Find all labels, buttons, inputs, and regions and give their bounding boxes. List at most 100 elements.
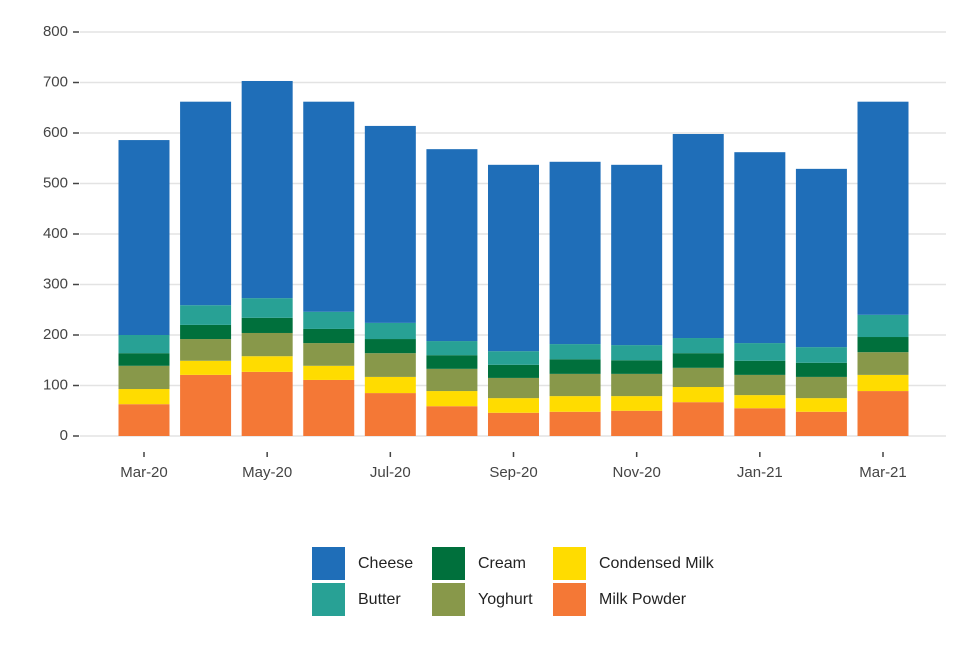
bar-segment xyxy=(303,328,355,344)
bar-segment xyxy=(734,152,786,344)
bar-segment xyxy=(611,345,663,361)
bar-segment xyxy=(364,125,416,323)
bar-segment xyxy=(180,324,232,340)
bar-segment xyxy=(303,343,355,366)
bar-segment xyxy=(857,314,909,338)
bar-segment xyxy=(549,161,601,345)
y-tick-label: 0 xyxy=(60,427,68,444)
bar-segment xyxy=(488,164,539,352)
bar-segment xyxy=(857,352,909,375)
bar-segment xyxy=(364,339,416,354)
bar-segment xyxy=(734,343,786,361)
legend-swatch xyxy=(553,583,586,616)
legend-label: Yoghurt xyxy=(478,591,533,608)
x-tick-label: Jan-21 xyxy=(737,464,783,481)
bar-segment xyxy=(241,298,293,318)
legend-label: Cheese xyxy=(358,555,413,572)
legend-swatch xyxy=(312,583,345,616)
bar-segment xyxy=(549,411,601,436)
bar-segment xyxy=(672,134,724,339)
bar-segment xyxy=(241,356,293,372)
bar-segment xyxy=(303,379,355,436)
legend-label: Butter xyxy=(358,591,401,608)
bar-segment xyxy=(857,391,909,436)
bar-segment xyxy=(426,368,478,392)
bar-segment xyxy=(611,164,663,346)
bar-segment xyxy=(672,387,724,403)
y-tick-label: 200 xyxy=(43,326,68,343)
bar-segment xyxy=(180,339,232,361)
bar-segment xyxy=(549,396,601,412)
bar-segment xyxy=(426,406,478,436)
legend-swatch xyxy=(432,547,465,580)
bar-segment xyxy=(488,412,539,436)
legend-label: Cream xyxy=(478,555,526,572)
bar-segment xyxy=(672,353,724,368)
bar-segment xyxy=(426,391,478,407)
bar-segment xyxy=(180,360,232,375)
bar-segment xyxy=(734,395,786,409)
bar-segment xyxy=(118,404,170,436)
bar-segment xyxy=(241,317,293,333)
bar-segment xyxy=(857,337,909,353)
bar-segment xyxy=(734,360,786,375)
y-tick-label: 400 xyxy=(43,225,68,242)
bar-segment xyxy=(611,410,663,436)
bar-segment xyxy=(795,411,847,436)
legend-swatch xyxy=(553,547,586,580)
bar-segment xyxy=(857,374,909,392)
bar-segment xyxy=(180,101,232,306)
x-tick-label: Mar-21 xyxy=(859,464,907,481)
bar-segment xyxy=(488,377,539,399)
y-tick-label: 100 xyxy=(43,376,68,393)
bar-segment xyxy=(118,140,170,335)
y-tick-label: 600 xyxy=(43,124,68,141)
bar-segment xyxy=(795,362,847,377)
bar-segment xyxy=(611,373,663,397)
bar-segment xyxy=(303,101,355,312)
x-tick-label: Nov-20 xyxy=(612,464,660,481)
bar-segment xyxy=(118,389,170,405)
x-tick-label: Sep-20 xyxy=(489,464,537,481)
bar-segment xyxy=(118,365,170,390)
y-tick-label: 800 xyxy=(43,23,68,40)
bar-segment xyxy=(795,168,847,348)
bar-segment xyxy=(303,365,355,380)
bar-segment xyxy=(364,376,416,394)
legend-label: Milk Powder xyxy=(599,591,687,608)
x-tick-label: May-20 xyxy=(242,464,292,481)
bar-segment xyxy=(549,373,601,397)
bar-segment xyxy=(241,371,293,436)
y-tick-label: 500 xyxy=(43,174,68,191)
bar-segment xyxy=(426,341,478,356)
bar-segment xyxy=(241,80,293,299)
x-tick-label: Mar-20 xyxy=(120,464,168,481)
bar-segment xyxy=(364,322,416,340)
bar-segment xyxy=(488,351,539,365)
bar-segment xyxy=(611,360,663,374)
bar-segment xyxy=(180,305,232,325)
bar-segment xyxy=(857,101,909,315)
bar-segment xyxy=(488,364,539,378)
bar-segment xyxy=(734,408,786,436)
bar-segment xyxy=(672,402,724,436)
bar-segment xyxy=(364,393,416,436)
bar-segment xyxy=(795,347,847,363)
bar-segment xyxy=(795,398,847,412)
bar-segment xyxy=(118,353,170,366)
legend-label: Condensed Milk xyxy=(599,555,715,572)
x-tick-label: Jul-20 xyxy=(370,464,411,481)
legend-swatch xyxy=(312,547,345,580)
bar-segment xyxy=(549,359,601,374)
bar-segment xyxy=(303,311,355,329)
bar-segment xyxy=(426,355,478,369)
bar-segment xyxy=(672,338,724,354)
bar-segment xyxy=(549,344,601,360)
legend-swatch xyxy=(432,583,465,616)
bar-segment xyxy=(118,335,170,354)
bar-segment xyxy=(364,353,416,377)
bar-segment xyxy=(611,396,663,411)
bar-segment xyxy=(488,398,539,413)
bar-segment xyxy=(426,149,478,342)
